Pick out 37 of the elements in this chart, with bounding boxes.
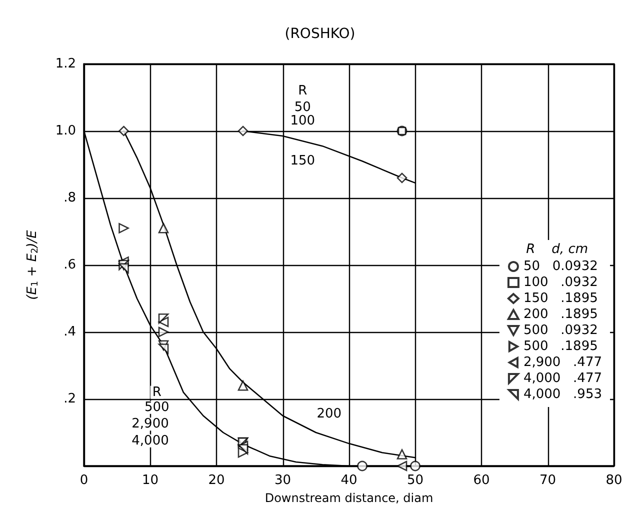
x-tick-label: 0 (80, 473, 88, 488)
y-tick-label: 1.2 (55, 56, 76, 72)
legend-label: 50 0.0932 (523, 259, 598, 274)
legend-label: 500 .0932 (523, 323, 598, 338)
legend-label: 200 .1895 (523, 307, 598, 322)
annotation: 500 (144, 400, 170, 415)
x-tick-label: 20 (208, 473, 225, 488)
x-tick-label: 80 (606, 473, 622, 488)
x-axis-title: Downstream distance, diam (264, 491, 434, 505)
y-tick-label: 1.0 (55, 124, 76, 138)
legend-title: R d, cm (526, 242, 588, 257)
legend-label: 150 .1895 (523, 291, 598, 306)
legend-label: 4,000 .477 (523, 371, 602, 386)
y-tick-label: .2 (64, 392, 76, 406)
x-tick-label: 30 (274, 473, 292, 488)
legend-label: 500 .1895 (523, 339, 598, 354)
y-tick-label: .8 (64, 190, 76, 206)
x-tick-label: 60 (473, 473, 490, 488)
x-tick-label: 50 (406, 473, 424, 488)
annotation: 150 (290, 154, 316, 169)
x-tick-label: 70 (539, 473, 556, 488)
annotation: 100 (290, 113, 316, 128)
legend-label: 2,900 .477 (523, 355, 602, 370)
chart-title: (ROSHKO) (284, 26, 356, 42)
annotation: R (298, 83, 308, 98)
legend-label: 4,000 .953 (523, 387, 602, 402)
annotation: R (152, 384, 162, 400)
y-tick-label: .4 (64, 324, 76, 340)
y-axis-title: (E1 + E2)/E (25, 229, 40, 300)
x-tick-label: 10 (142, 473, 159, 488)
annotation: 200 (316, 406, 342, 422)
legend-label: 100 .0932 (523, 275, 598, 290)
annotation: 2,900 (132, 416, 169, 432)
annotation: 4,000 (132, 433, 169, 448)
x-tick-label: 40 (340, 473, 358, 488)
annotation: 50 (294, 100, 311, 116)
y-tick-label: .6 (64, 258, 76, 272)
